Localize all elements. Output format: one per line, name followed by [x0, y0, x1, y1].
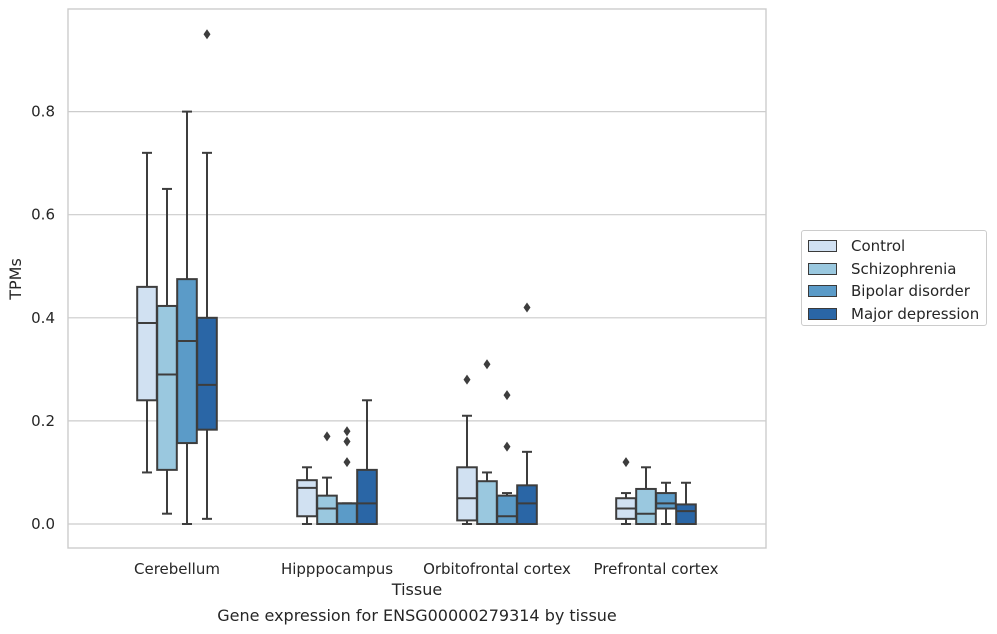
legend-item-major-depression: Major depression — [808, 303, 986, 326]
x-tick-label: Cerebellum — [134, 560, 220, 578]
outlier-point — [343, 436, 351, 447]
box-group — [336, 426, 358, 526]
legend: Control Schizophrenia Bipolar disorder M… — [801, 230, 987, 326]
legend-swatch — [808, 307, 837, 320]
legend-label: Schizophrenia — [851, 259, 957, 278]
y-tick-labels: 0.0 0.2 0.4 0.6 0.8 — [31, 103, 55, 533]
box-body — [136, 285, 158, 402]
box-body — [176, 278, 198, 445]
y-tick-label: 0.2 — [31, 412, 55, 430]
legend-item-control: Control — [808, 235, 986, 258]
box-group — [675, 481, 697, 526]
y-tick-label: 0.0 — [31, 515, 55, 533]
outlier-point — [523, 302, 531, 313]
outlier-point — [503, 441, 511, 452]
y-tick-label: 0.4 — [31, 309, 55, 327]
outlier-point — [483, 359, 491, 370]
box-body — [196, 316, 218, 431]
box-group — [496, 390, 518, 525]
x-axis-label: Tissue — [391, 580, 442, 599]
legend-swatch — [808, 240, 837, 253]
box-body — [356, 468, 378, 525]
box-group — [516, 302, 538, 525]
x-tick-label: Prefrontal cortex — [594, 560, 719, 578]
plot-area-frame — [67, 8, 767, 549]
y-tick-label: 0.8 — [31, 103, 55, 121]
outlier-point — [203, 29, 211, 40]
box-body — [655, 492, 677, 510]
legend-swatch — [808, 262, 837, 275]
x-tick-label: Hipppocampus — [281, 560, 393, 578]
box-group — [655, 481, 677, 525]
box-body — [635, 487, 657, 526]
box-layer — [136, 29, 697, 526]
box-body — [496, 494, 518, 525]
box-body — [336, 502, 358, 526]
legend-label: Major depression — [851, 304, 980, 323]
box-group — [196, 29, 218, 520]
box-body — [476, 480, 498, 525]
outlier-point — [343, 457, 351, 468]
box-body — [156, 304, 178, 471]
outlier-point — [323, 431, 331, 442]
outlier-point — [463, 374, 471, 385]
outlier-point — [622, 457, 630, 468]
legend-item-schizophrenia: Schizophrenia — [808, 258, 986, 281]
box-body — [316, 494, 338, 525]
box-group — [296, 466, 318, 525]
x-tick-label: Orbitofrontal cortex — [423, 560, 571, 578]
box-body — [516, 484, 538, 525]
legend-label: Control — [851, 237, 906, 256]
box-group — [615, 457, 637, 525]
box-group — [476, 359, 498, 525]
box-body — [456, 466, 478, 522]
x-tick-labels: Cerebellum Hipppocampus Orbitofrontal cort… — [134, 560, 719, 578]
box-group — [136, 151, 158, 474]
box-body — [675, 503, 697, 526]
box-group — [356, 399, 378, 525]
outlier-point — [343, 426, 351, 437]
outlier-point — [503, 390, 511, 401]
legend-label: Bipolar disorder — [851, 282, 970, 301]
legend-swatch — [808, 285, 837, 298]
y-axis-label: TPMs — [6, 258, 25, 301]
legend-item-bipolar-disorder: Bipolar disorder — [808, 280, 986, 303]
chart-caption: Gene expression for ENSG00000279314 by t… — [217, 606, 617, 625]
y-tick-label: 0.6 — [31, 206, 55, 224]
box-body — [296, 479, 318, 518]
